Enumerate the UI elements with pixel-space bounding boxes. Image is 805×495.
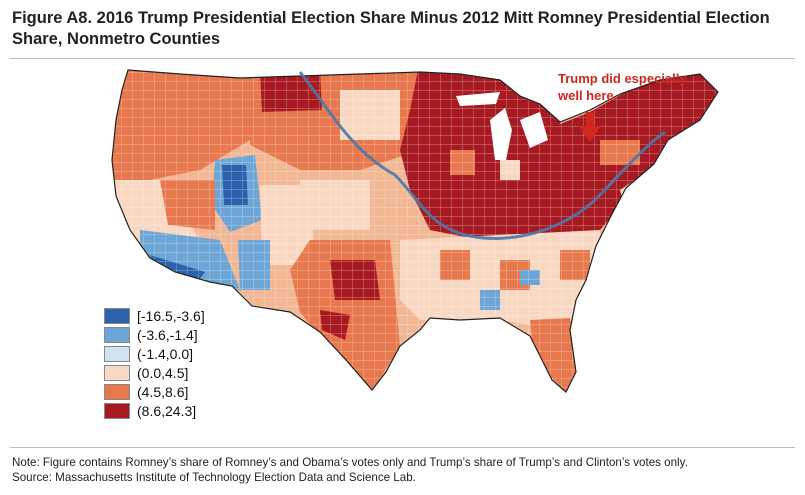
legend-item: (-3.6,-1.4] xyxy=(104,326,205,343)
legend-item: (4.5,8.6] xyxy=(104,383,205,400)
legend-label: (4.5,8.6] xyxy=(137,383,189,400)
legend-swatch xyxy=(104,383,130,400)
lake-huron xyxy=(520,112,548,148)
lake-michigan xyxy=(490,108,512,160)
legend-swatch xyxy=(104,364,130,381)
legend-swatch xyxy=(104,402,130,419)
legend-swatch xyxy=(104,345,130,362)
us-outline xyxy=(111,69,719,393)
top-divider xyxy=(10,58,795,59)
county-choropleth-map xyxy=(111,69,719,393)
legend-label: (-1.4,0.0] xyxy=(137,345,194,362)
lake-superior xyxy=(456,92,500,106)
legend-label: (8.6,24.3] xyxy=(137,402,197,419)
map-annotation: Trump did especially well here xyxy=(558,71,687,103)
footnote: Note: Figure contains Romney’s share of … xyxy=(12,455,797,485)
legend-item: (-1.4,0.0] xyxy=(104,345,205,362)
footnote-source: Source: Massachusetts Institute of Techn… xyxy=(12,471,416,484)
figure-title: Figure A8. 2016 Trump Presidential Elect… xyxy=(12,9,770,48)
legend-label: (0.0,4.5] xyxy=(137,364,189,381)
legend-swatch xyxy=(104,326,130,343)
annotation-arrow-icon xyxy=(579,112,601,142)
legend-item: [-16.5,-3.6] xyxy=(104,307,205,324)
legend-swatch xyxy=(104,307,130,324)
footnote-note: Note: Figure contains Romney’s share of … xyxy=(12,456,688,469)
legend-label: (-3.6,-1.4] xyxy=(137,326,198,343)
divider-line xyxy=(298,71,666,240)
legend-item: (8.6,24.3] xyxy=(104,402,205,419)
map-legend: [-16.5,-3.6] (-3.6,-1.4] (-1.4,0.0] (0.0… xyxy=(104,307,205,421)
legend-item: (0.0,4.5] xyxy=(104,364,205,381)
bottom-divider xyxy=(10,447,795,448)
legend-label: [-16.5,-3.6] xyxy=(137,307,205,324)
